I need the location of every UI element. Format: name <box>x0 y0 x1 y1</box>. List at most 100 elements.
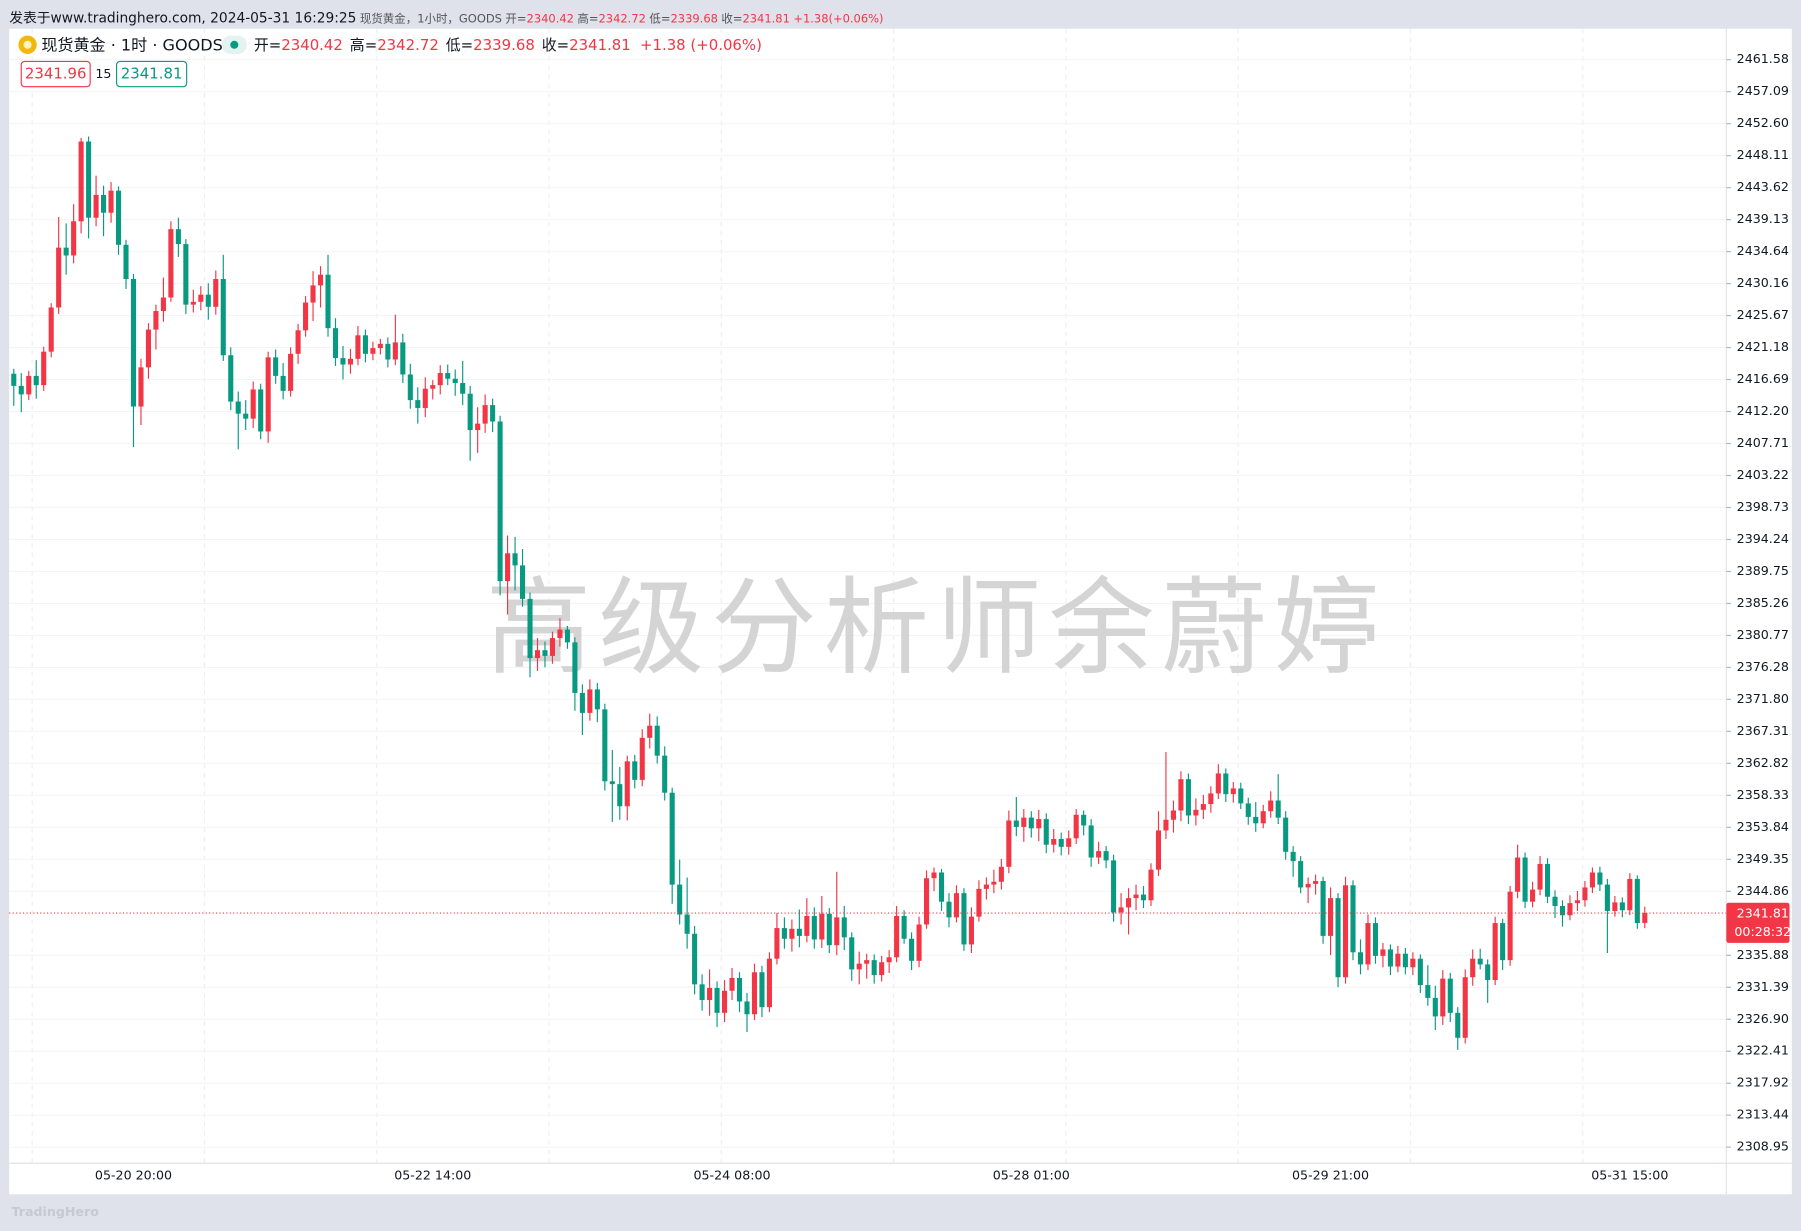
candle-body <box>415 400 421 408</box>
candle-body <box>265 357 271 432</box>
candle-body <box>669 792 675 885</box>
candle-body <box>572 642 578 693</box>
y-tick-label: 2371.80 <box>1737 691 1789 706</box>
quote-key: 收= <box>542 36 569 54</box>
candle-body <box>1275 800 1281 818</box>
quote-value: 2339.68 <box>670 11 717 25</box>
y-tick-label: 2461.58 <box>1737 51 1789 66</box>
x-tick-label: 05-28 01:00 <box>993 1167 1070 1182</box>
candle-body <box>998 866 1004 882</box>
candle-body <box>1507 891 1513 961</box>
candle-body <box>617 784 623 807</box>
candle-body <box>1455 1012 1461 1038</box>
candle-body <box>1589 872 1595 888</box>
candle-body <box>684 914 690 934</box>
candle-body <box>400 342 406 375</box>
y-tick-label: 2434.64 <box>1737 243 1789 258</box>
y-tick-label: 2457.09 <box>1737 83 1789 98</box>
x-tick-label: 05-20 20:00 <box>95 1167 172 1182</box>
candle-body <box>1185 779 1191 816</box>
candle-body <box>41 351 47 386</box>
y-tick-label: 2380.77 <box>1737 627 1789 642</box>
candle-body <box>871 960 877 976</box>
y-tick-label: 2308.95 <box>1737 1139 1789 1154</box>
candle-body <box>811 915 817 940</box>
y-tick-label: 2416.69 <box>1737 371 1789 386</box>
candle-body <box>1066 838 1072 847</box>
legend-symbol[interactable]: 现货黄金 · 1时 · GOODS <box>41 35 222 54</box>
candle-body <box>1170 810 1176 820</box>
candle-body <box>101 194 107 213</box>
quote-key: 高= <box>350 36 377 54</box>
y-tick-label: 2344.86 <box>1737 883 1789 898</box>
candle-body <box>1073 814 1079 839</box>
buy-button[interactable] <box>116 60 188 88</box>
candle-body <box>1088 825 1094 858</box>
candle-body <box>1230 788 1236 795</box>
candle-body <box>1021 817 1027 827</box>
candle-body <box>175 229 181 245</box>
quote-change: +1.38 (+0.06%) <box>640 36 762 54</box>
candle-body <box>490 405 496 422</box>
candle-body <box>991 881 997 885</box>
quote-value: 2340.42 <box>281 36 343 54</box>
candle-body <box>445 373 451 379</box>
candle-body <box>1193 809 1199 816</box>
sell-button[interactable] <box>20 60 91 88</box>
candle-body <box>138 367 144 407</box>
candle-body <box>1365 923 1371 965</box>
candle-body <box>11 373 17 386</box>
candle-body <box>1155 830 1162 870</box>
candle-body <box>1515 857 1521 892</box>
y-tick-label: 2367.31 <box>1737 723 1789 738</box>
candle-body <box>1410 958 1416 968</box>
y-tick-label: 2448.11 <box>1737 147 1789 162</box>
y-tick-label: 2353.84 <box>1737 819 1789 834</box>
candle-body <box>385 343 391 360</box>
candle-body <box>894 915 900 958</box>
candle-body <box>542 650 548 656</box>
candle-body <box>1208 793 1214 805</box>
candle-body <box>460 383 466 394</box>
candle-body <box>1253 816 1259 824</box>
candle-body <box>63 247 69 256</box>
candle-body <box>624 761 630 807</box>
candle-body <box>347 358 354 365</box>
quote-key: 低= <box>446 36 473 54</box>
candle-body <box>901 915 907 939</box>
candle-body <box>1283 817 1289 852</box>
candle-body <box>834 917 840 946</box>
y-tick-label: 2407.71 <box>1737 435 1789 450</box>
candle-body <box>1200 804 1206 810</box>
candle-body <box>714 987 720 1013</box>
candle-body <box>310 285 316 303</box>
candle-body <box>841 917 847 938</box>
candle-body <box>228 355 234 402</box>
candle-body <box>295 330 301 354</box>
candle-body <box>1298 861 1304 888</box>
candle-body <box>115 190 122 245</box>
candle-body <box>1567 903 1573 916</box>
countdown-label: 00:28:32 <box>1734 924 1791 939</box>
candle-body <box>1582 887 1588 901</box>
candle-body <box>1522 857 1528 902</box>
candle-layer <box>9 136 1727 1050</box>
candle-body <box>864 960 870 964</box>
candle-body <box>505 553 511 582</box>
candle-body <box>497 421 503 582</box>
y-tick-label: 2412.20 <box>1737 403 1789 418</box>
candle-body <box>130 278 137 407</box>
candle-body <box>909 938 915 961</box>
candle-body <box>1178 779 1184 811</box>
candle-body <box>1096 851 1102 858</box>
last-price-label: 2341.81 <box>1737 906 1789 921</box>
candle-body <box>1036 819 1042 829</box>
y-tick-label: 2358.33 <box>1737 787 1789 802</box>
bid-price: 2341.96 <box>25 65 87 83</box>
candle-body <box>1006 820 1012 867</box>
chart-panel <box>9 28 1792 1195</box>
y-tick-label: 2331.39 <box>1737 979 1789 994</box>
grid-layer <box>9 28 1727 1164</box>
candle-body <box>1485 964 1491 981</box>
